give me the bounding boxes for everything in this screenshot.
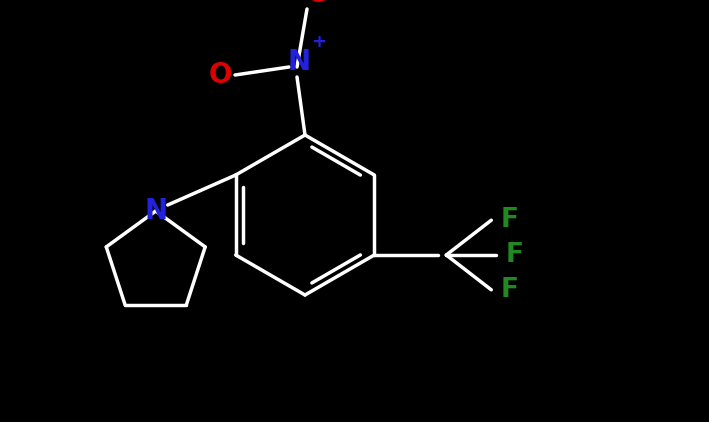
Text: O: O [306,0,330,8]
Text: N: N [144,197,167,225]
Text: F: F [501,277,518,303]
Text: N: N [287,48,311,76]
Text: F: F [501,207,518,233]
Text: F: F [506,242,523,268]
Text: O: O [208,61,232,89]
Text: +: + [311,33,327,51]
